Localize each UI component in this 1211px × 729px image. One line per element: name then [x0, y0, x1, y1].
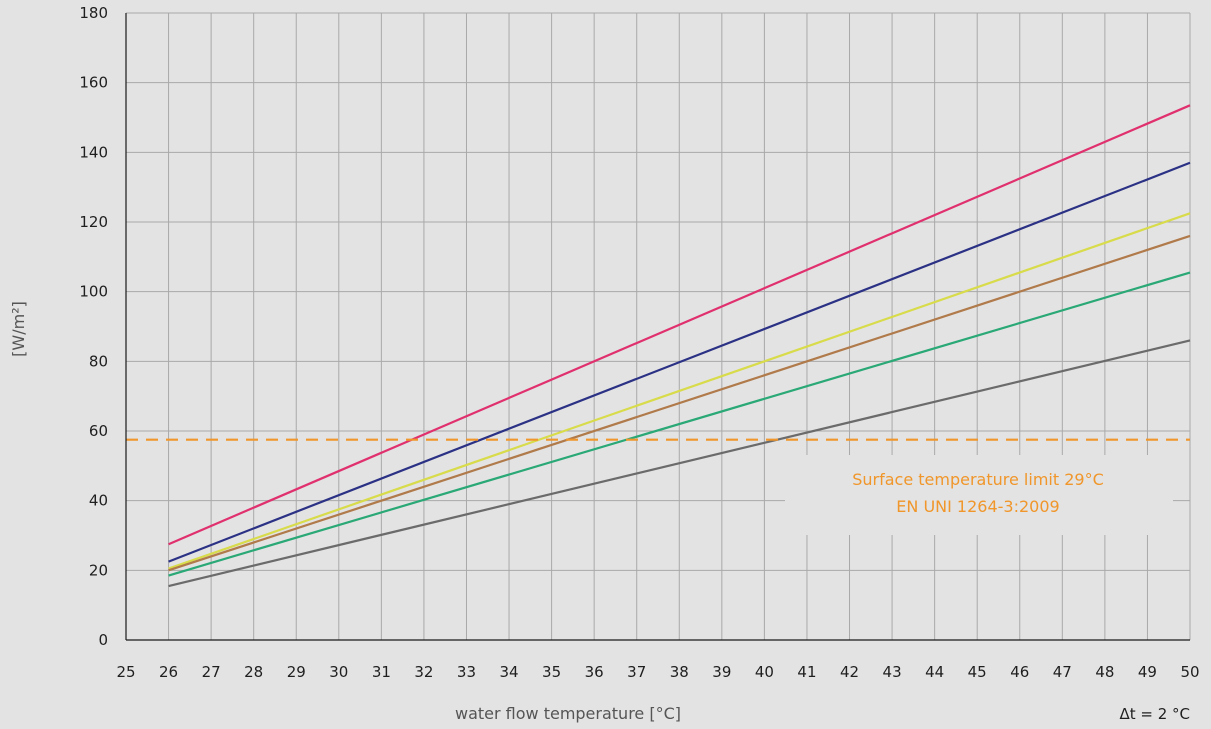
x-tick-label: 46 [1010, 663, 1029, 681]
x-tick-label: 41 [797, 663, 816, 681]
x-tick-label: 26 [159, 663, 178, 681]
x-tick-label: 43 [883, 663, 902, 681]
x-axis-title: water flow temperature [°C] [455, 704, 681, 723]
x-tick-label: 35 [542, 663, 561, 681]
series-line-3 [168, 212, 1191, 570]
reference-line-label-2: EN UNI 1264-3:2009 [896, 497, 1059, 516]
grid [126, 12, 1191, 640]
reference-label-background [785, 455, 1173, 535]
reference-line-label-1: Surface temperature limit 29°C [852, 470, 1104, 489]
x-tick-label: 34 [499, 663, 518, 681]
y-tick-label: 0 [98, 631, 108, 649]
y-tick-label: 180 [79, 4, 108, 22]
x-tick-label: 37 [627, 663, 646, 681]
x-tick-label: 50 [1180, 663, 1199, 681]
x-tick-label: 31 [372, 663, 391, 681]
x-tick-label: 32 [414, 663, 433, 681]
x-tick-label: 28 [244, 663, 263, 681]
x-tick-label: 40 [755, 663, 774, 681]
x-tick-label: 25 [116, 663, 135, 681]
series-line-6 [168, 339, 1191, 588]
x-tick-label: 38 [670, 663, 689, 681]
y-axis-title: [W/m²] [9, 301, 28, 357]
series-lines [168, 104, 1191, 588]
series-line-5 [168, 271, 1191, 577]
x-tick-label: 44 [925, 663, 944, 681]
y-tick-label: 60 [89, 422, 108, 440]
y-tick-label: 20 [89, 561, 108, 579]
series-line-4 [168, 234, 1191, 572]
x-tick-label: 47 [1053, 663, 1072, 681]
x-tick-label: 42 [840, 663, 859, 681]
x-tick-label: 36 [585, 663, 604, 681]
x-tick-label: 29 [287, 663, 306, 681]
x-tick-label: 45 [968, 663, 987, 681]
y-tick-label: 80 [89, 352, 108, 370]
x-tick-label: 49 [1138, 663, 1157, 681]
x-tick-label: 27 [202, 663, 221, 681]
y-tick-label: 140 [79, 143, 108, 161]
x-tick-label: 30 [329, 663, 348, 681]
x-tick-label: 39 [712, 663, 731, 681]
y-tick-labels: 0 20 40 60 80 100 120 140 160 180 [79, 4, 108, 649]
x-tick-label: 48 [1095, 663, 1114, 681]
reference-area-mask [785, 455, 1173, 535]
axes [125, 13, 1190, 641]
y-tick-label: 40 [89, 492, 108, 510]
y-tick-label: 160 [79, 74, 108, 92]
series-line-1 [168, 104, 1191, 546]
series-line-2 [168, 161, 1191, 563]
y-tick-label: 120 [79, 213, 108, 231]
delta-t-note: Δt = 2 °C [1119, 705, 1190, 723]
x-tick-labels: 25 26 27 28 29 30 31 32 33 34 35 36 37 38 39 40 41 42 43 44… [116, 663, 1199, 681]
y-tick-label: 100 [79, 283, 108, 301]
x-tick-label: 33 [457, 663, 476, 681]
